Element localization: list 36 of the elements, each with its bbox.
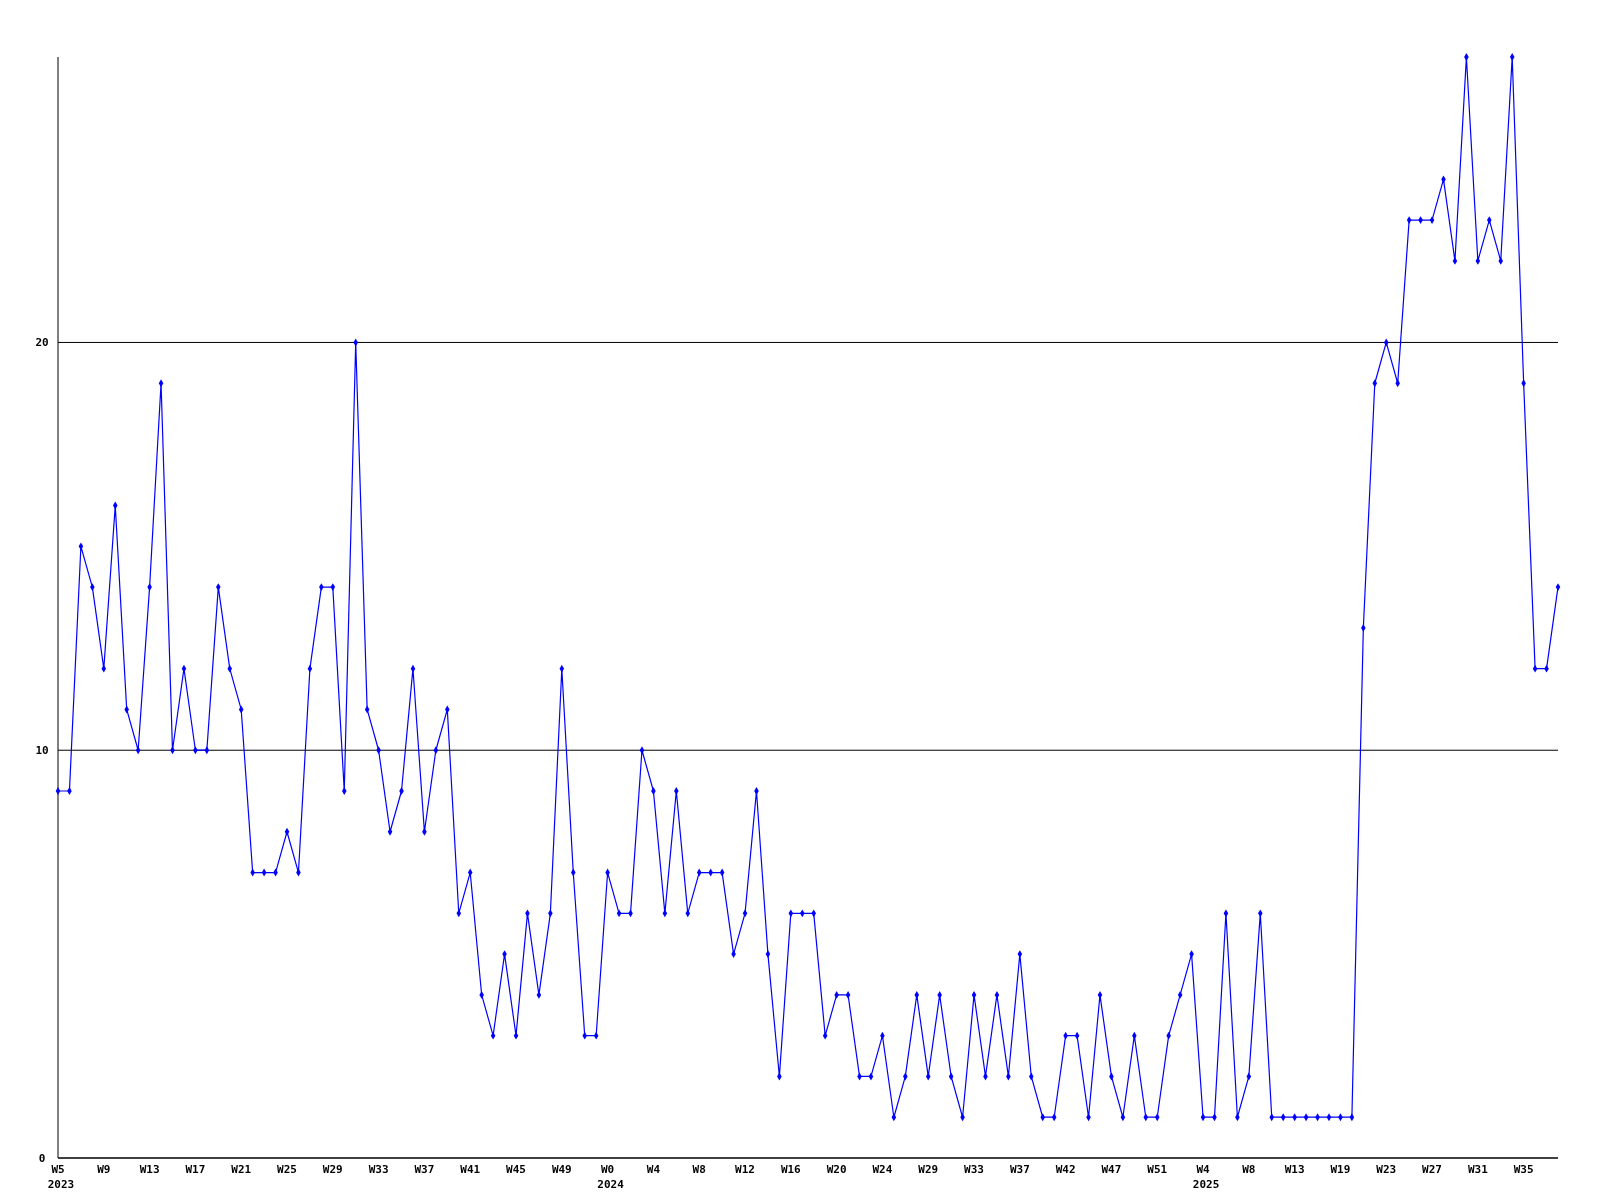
x-tick-label: W29 (918, 1163, 939, 1176)
x-tick-label: W19 (1330, 1163, 1351, 1176)
x-tick-label: W33 (964, 1163, 984, 1176)
x-tick-label: W21 (231, 1163, 252, 1176)
x-tick-label: W8 (692, 1163, 706, 1176)
x-tick-label: W37 (414, 1163, 435, 1176)
x-tick-label: W25 (277, 1163, 297, 1176)
x-tick-label: W4 2025 (1192, 1163, 1220, 1191)
x-tick-label: W13 (139, 1163, 160, 1176)
x-tick-label: W16 (780, 1163, 802, 1176)
x-tick-label: W29 (322, 1163, 343, 1176)
y-tick-label: 0 (38, 1151, 46, 1165)
x-tick-label: W23 (1376, 1163, 1397, 1176)
x-tick-label: W41 (460, 1163, 481, 1176)
x-tick-label: W27 (1422, 1163, 1442, 1176)
x-tick-label: W24 (872, 1163, 893, 1176)
x-tick-label: W45 (506, 1163, 526, 1176)
x-tick-label: W12 (735, 1163, 755, 1176)
x-tick-label: W0 2024 (597, 1163, 625, 1191)
x-tick-label: W33 (368, 1163, 389, 1176)
x-tick-label: W13 (1284, 1163, 1305, 1176)
x-tick-label: W5 2023 (47, 1163, 75, 1191)
x-tick-label: W42 (1055, 1163, 1076, 1176)
x-tick-label: W37 (1009, 1163, 1030, 1176)
x-tick-label: W9 (97, 1163, 111, 1176)
x-tick-label: W35 (1513, 1163, 1534, 1176)
x-tick-label: W8 (1242, 1163, 1256, 1176)
y-tick-label: 20 (35, 336, 49, 350)
x-tick-label: W31 (1467, 1163, 1489, 1176)
x-tick-label: W17 (185, 1163, 206, 1176)
x-tick-label: W51 (1147, 1163, 1168, 1176)
x-tick-label: W47 (1101, 1163, 1122, 1176)
x-tick-label: W20 (826, 1163, 847, 1176)
x-tick-label: W49 (551, 1163, 572, 1176)
x-tick-label: W4 (646, 1163, 661, 1176)
y-tick-label: 10 (35, 744, 49, 758)
